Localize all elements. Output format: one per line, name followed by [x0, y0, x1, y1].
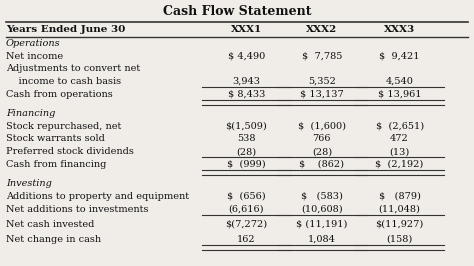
Text: XXX1: XXX1 — [231, 25, 262, 34]
Text: Net change in cash: Net change in cash — [6, 235, 101, 244]
Text: XXX2: XXX2 — [306, 25, 337, 34]
Text: $ (11,191): $ (11,191) — [296, 220, 347, 229]
Text: (10,608): (10,608) — [301, 205, 343, 214]
Text: $ 13,137: $ 13,137 — [300, 90, 344, 99]
Text: Additions to property and equipment: Additions to property and equipment — [6, 192, 189, 201]
Text: $(1,509): $(1,509) — [226, 122, 267, 131]
Text: $  (656): $ (656) — [227, 192, 266, 201]
Text: Preferred stock dividends: Preferred stock dividends — [6, 147, 134, 156]
Text: $  7,785: $ 7,785 — [301, 52, 342, 61]
Text: $  (999): $ (999) — [227, 160, 266, 169]
Text: $   (583): $ (583) — [301, 192, 343, 201]
Text: income to cash basis: income to cash basis — [6, 77, 121, 86]
Text: 5,352: 5,352 — [308, 77, 336, 86]
Text: Adjustments to convert net: Adjustments to convert net — [6, 64, 140, 73]
Text: $  (2,651): $ (2,651) — [375, 122, 424, 131]
Text: (6,616): (6,616) — [228, 205, 264, 214]
Text: 538: 538 — [237, 134, 255, 143]
Text: 766: 766 — [312, 134, 331, 143]
Text: Years Ended June 30: Years Ended June 30 — [6, 25, 126, 34]
Text: Cash from operations: Cash from operations — [6, 90, 113, 99]
Text: Stock warrants sold: Stock warrants sold — [6, 134, 105, 143]
Text: $(11,927): $(11,927) — [375, 220, 424, 229]
Text: (13): (13) — [390, 147, 410, 156]
Text: Financing: Financing — [6, 109, 55, 118]
Text: (158): (158) — [386, 235, 413, 244]
Text: $ 13,961: $ 13,961 — [378, 90, 421, 99]
Text: Net cash invested: Net cash invested — [6, 220, 94, 229]
Text: $(7,272): $(7,272) — [225, 220, 267, 229]
Text: Net income: Net income — [6, 52, 63, 61]
Text: $  (2,192): $ (2,192) — [375, 160, 424, 169]
Text: $   (879): $ (879) — [379, 192, 420, 201]
Text: (28): (28) — [312, 147, 332, 156]
Text: (28): (28) — [237, 147, 256, 156]
Text: $  9,421: $ 9,421 — [379, 52, 420, 61]
Text: 472: 472 — [390, 134, 409, 143]
Text: Operations: Operations — [6, 39, 61, 48]
Text: XXX3: XXX3 — [384, 25, 415, 34]
Text: Stock repurchased, net: Stock repurchased, net — [6, 122, 121, 131]
Text: 1,084: 1,084 — [308, 235, 336, 244]
Text: $ 4,490: $ 4,490 — [228, 52, 265, 61]
Text: 162: 162 — [237, 235, 256, 244]
Text: Cash from financing: Cash from financing — [6, 160, 107, 169]
Text: 3,943: 3,943 — [232, 77, 260, 86]
Text: 4,540: 4,540 — [386, 77, 413, 86]
Text: $ 8,433: $ 8,433 — [228, 90, 265, 99]
Text: Cash Flow Statement: Cash Flow Statement — [163, 5, 311, 18]
Text: (11,048): (11,048) — [379, 205, 420, 214]
Text: Net additions to investments: Net additions to investments — [6, 205, 149, 214]
Text: $  (1,600): $ (1,600) — [298, 122, 346, 131]
Text: Investing: Investing — [6, 179, 52, 188]
Text: $    (862): $ (862) — [299, 160, 344, 169]
